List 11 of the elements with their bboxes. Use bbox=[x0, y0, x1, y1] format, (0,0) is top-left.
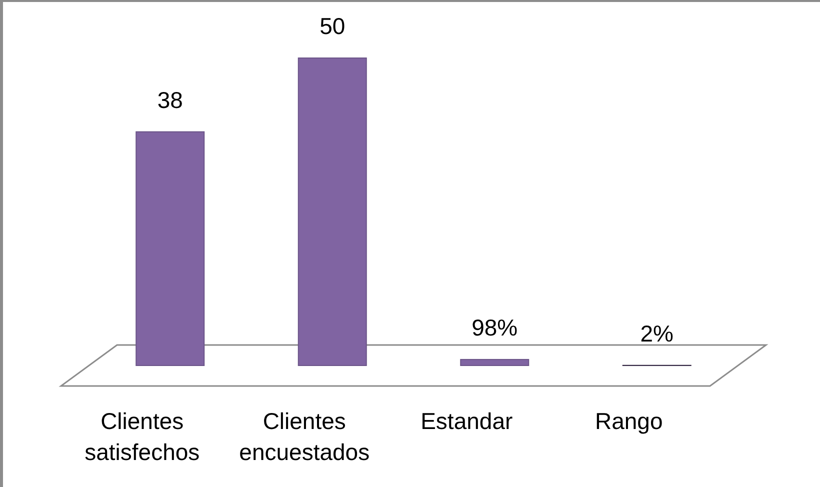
data-label: 50 bbox=[320, 13, 346, 39]
bar bbox=[298, 58, 367, 366]
x-tick-label: Clientes encuestados bbox=[239, 408, 370, 465]
data-label: 98% bbox=[472, 314, 518, 340]
data-label: 38 bbox=[157, 86, 183, 113]
x-tick-label: Clientes satisfechos bbox=[84, 408, 200, 465]
bar bbox=[136, 131, 205, 366]
bar bbox=[460, 358, 530, 366]
data-label: 2% bbox=[640, 320, 674, 346]
x-tick-label: Rango bbox=[594, 408, 663, 434]
x-tick-label: Estandar bbox=[420, 408, 513, 434]
